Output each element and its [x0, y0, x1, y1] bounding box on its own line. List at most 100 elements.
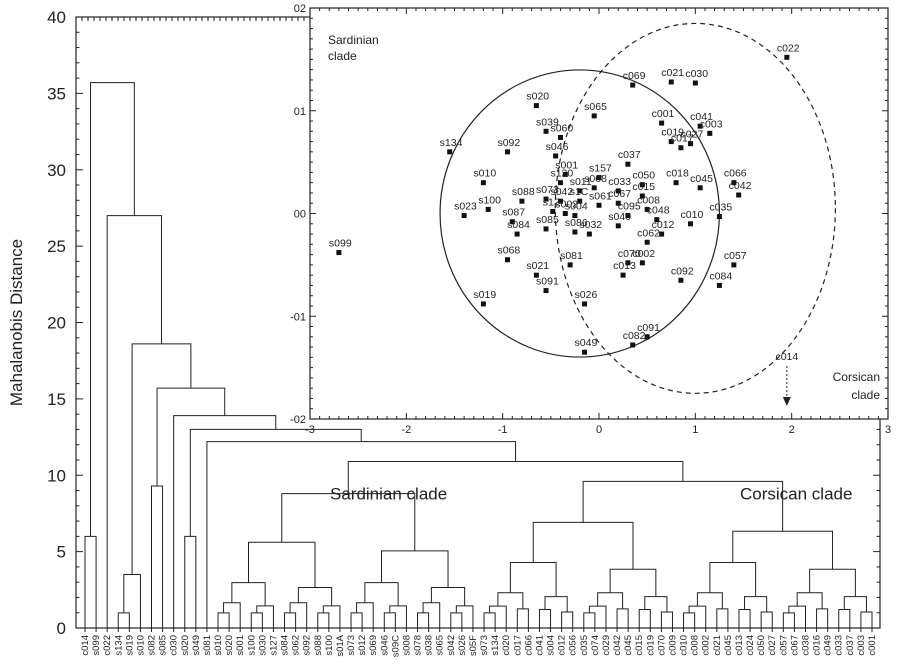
scatter-point — [625, 213, 631, 219]
dendrogram-link — [732, 530, 834, 570]
dendrogram-link — [597, 592, 624, 609]
scatter-point — [615, 200, 621, 206]
dendrogram-link — [696, 592, 723, 609]
scatter-point — [572, 213, 578, 219]
scatter-point — [731, 262, 737, 268]
leaf-label: s078 — [413, 635, 424, 656]
leaf-label: s082 — [147, 635, 158, 656]
scatter-point-label: s020 — [526, 91, 549, 103]
scatter-point-label: s042 — [550, 186, 573, 198]
scatter-point-label: s091 — [536, 276, 559, 288]
dendrogram-link — [173, 415, 277, 628]
dendrogram-link — [516, 608, 529, 628]
scatter-point — [625, 260, 631, 266]
dendrogram-link — [860, 611, 873, 628]
scatter-point — [567, 262, 573, 268]
leaf-label: s020 — [224, 635, 235, 656]
dendrogram-link — [217, 612, 230, 628]
scatter-point-label: s046 — [546, 141, 569, 153]
scatter-point — [654, 217, 660, 223]
scatter-point-label: s086 — [565, 217, 588, 229]
dendrogram-link — [223, 602, 241, 628]
scatter-point-label: s049 — [575, 337, 598, 349]
leaf-label: s092 — [302, 635, 313, 656]
scatter-point-label: s010 — [473, 168, 496, 180]
scatter-point-label: s019 — [473, 289, 496, 301]
scatter-point — [543, 226, 549, 232]
leaf-label: c013 — [734, 635, 745, 656]
leaf-label: s134 — [490, 635, 501, 656]
scatter-point — [514, 231, 520, 237]
dendrogram-link — [788, 605, 806, 628]
dendrogram-sardinian-label: Sardinian clade — [330, 485, 447, 504]
leaf-label: s038 — [424, 635, 435, 656]
leaf-label: s049 — [191, 635, 202, 656]
leaf-label: s030 — [257, 635, 268, 656]
dendrogram-link — [417, 612, 430, 628]
scatter-point — [639, 193, 645, 199]
dendrogram-link — [381, 550, 449, 588]
scatter-point-label: s026 — [575, 289, 598, 301]
leaf-label: c001 — [867, 635, 878, 656]
dendrogram-link — [156, 387, 226, 486]
dendrogram-link — [561, 611, 574, 628]
scatter-point-label: c048 — [647, 205, 670, 217]
scatter-point-label: s001 — [555, 159, 578, 171]
leaf-label: s046 — [379, 635, 390, 656]
scatter-point — [533, 103, 539, 109]
dendrogram-link — [716, 608, 729, 628]
leaf-label: c029 — [601, 635, 612, 656]
scatter-point — [659, 231, 665, 237]
dendrogram-link — [709, 561, 757, 597]
leaf-label: c003 — [856, 635, 867, 656]
dendrogram-link — [184, 535, 197, 628]
scatter-point-label: s004 — [565, 201, 588, 213]
scatter-point-label: s065 — [584, 101, 607, 113]
dendrogram-link — [588, 605, 607, 628]
leaf-label: s100 — [324, 635, 335, 656]
scatter-point — [557, 198, 563, 204]
leaf-label: c017 — [512, 635, 523, 656]
sardinian-ellipse — [439, 69, 721, 358]
scatter-point — [336, 250, 342, 256]
leaf-label: c041 — [534, 635, 545, 656]
leaf-label: c037 — [845, 635, 856, 656]
leaf-label: c024 — [745, 635, 756, 656]
dendrogram-link — [350, 612, 363, 628]
c014-arrow-head — [782, 397, 791, 406]
scatter-point-label: c041 — [690, 111, 713, 123]
scatter-point — [644, 239, 650, 245]
scatter-point-label: c018 — [666, 168, 689, 180]
scatter-point — [582, 301, 588, 307]
leaf-label: c022 — [102, 635, 113, 656]
leaf-label: s010 — [213, 635, 224, 656]
scatter-point — [697, 123, 703, 129]
scatter-point — [784, 54, 790, 60]
dendrogram-link — [284, 612, 297, 628]
leaf-label: c049 — [823, 635, 834, 656]
scatter-point-label: c092 — [671, 265, 694, 277]
scatter-point — [639, 182, 645, 188]
leaf-label: c015 — [634, 635, 645, 656]
dendrogram-link — [84, 535, 97, 628]
scatter-point-label: s100 — [478, 194, 501, 206]
y-tick-label: 15 — [47, 390, 66, 409]
scatter-point-label: c021 — [661, 67, 684, 79]
dendrogram-link — [483, 612, 496, 628]
inset-x-tick-label: 2 — [789, 424, 795, 436]
scatter-point-label: s032 — [579, 219, 602, 231]
scatter-point-label: s084 — [507, 219, 530, 231]
dendrogram-link — [151, 485, 164, 628]
leaf-label: c050 — [756, 635, 767, 656]
scatter-point-label: c017 — [671, 133, 694, 145]
scatter-point — [562, 211, 568, 216]
inset-y-tick-label: 01 — [294, 106, 306, 118]
scatter-point-label: s081 — [560, 250, 583, 262]
scatter-point — [543, 288, 549, 294]
scatter-point — [557, 180, 563, 186]
leaf-label: c070 — [656, 635, 667, 656]
inset-corsican-label-line2: clade — [851, 388, 880, 402]
inset-x-tick-label: 3 — [885, 424, 891, 436]
dendrogram-link — [347, 461, 684, 494]
